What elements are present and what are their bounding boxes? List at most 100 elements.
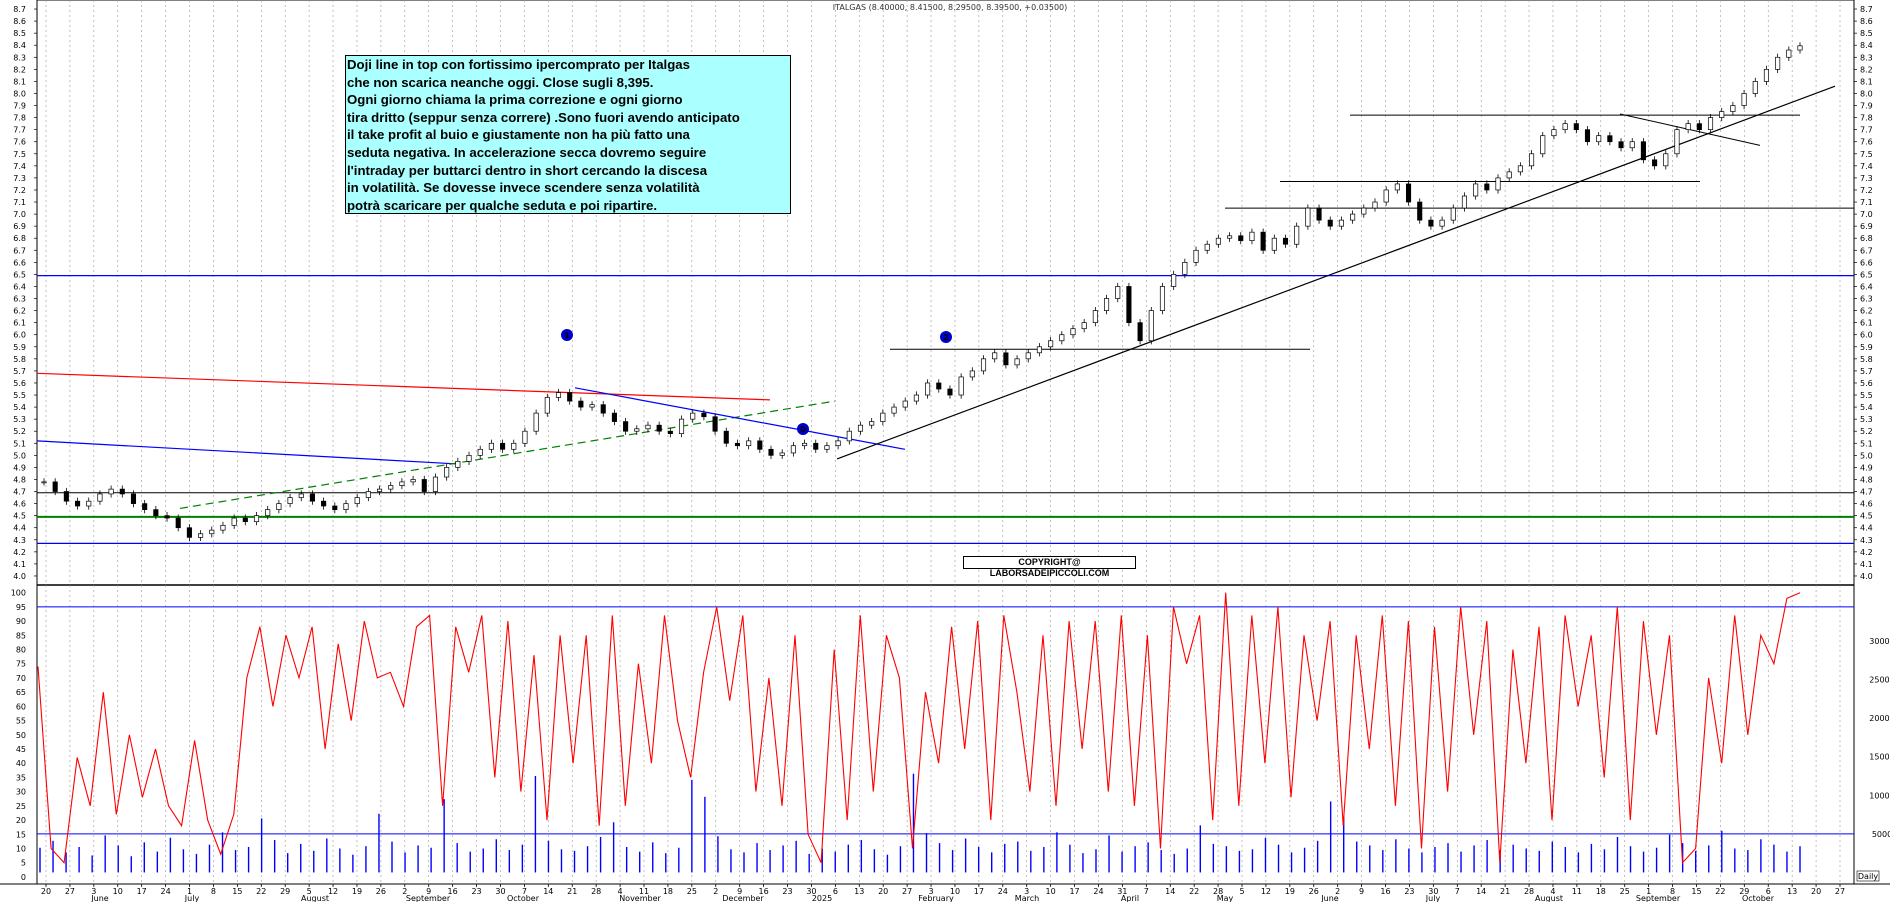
oscillator-tick-label: 100 bbox=[11, 589, 26, 598]
candle-body bbox=[444, 467, 450, 478]
candle-body bbox=[1405, 183, 1412, 203]
x-day-tick-label: 27 bbox=[1835, 887, 1845, 896]
x-day-tick-label: 23 bbox=[1404, 887, 1414, 896]
candle-body bbox=[1394, 183, 1400, 191]
price-tick-right: 5.6 bbox=[1860, 379, 1873, 388]
volume-tick-label: 25000 bbox=[1869, 676, 1890, 685]
candle-body bbox=[287, 497, 293, 504]
volume-tick-label: 20000 bbox=[1869, 714, 1890, 723]
price-tick-right: 8.2 bbox=[1860, 65, 1873, 74]
x-day-tick-label: 24 bbox=[998, 887, 1008, 896]
x-month-label: June bbox=[1320, 894, 1339, 902]
price-tick-left: 5.0 bbox=[13, 451, 26, 460]
x-month-label: February bbox=[918, 894, 954, 902]
x-day-tick-label: 2 bbox=[1335, 887, 1340, 896]
price-tick-left: 8.6 bbox=[13, 17, 26, 26]
candle-body bbox=[992, 352, 998, 360]
candle-body bbox=[343, 503, 349, 510]
price-tick-left: 5.6 bbox=[13, 379, 26, 388]
oscillator-tick-label: 60 bbox=[16, 702, 26, 711]
candle-body bbox=[466, 454, 472, 462]
price-tick-left: 7.6 bbox=[13, 138, 26, 147]
oscillator-tick-label: 70 bbox=[16, 674, 26, 683]
candle-body bbox=[119, 488, 125, 495]
candle-body bbox=[656, 424, 662, 432]
x-day-tick-label: 17 bbox=[137, 887, 147, 896]
x-month-label: September bbox=[1636, 894, 1681, 902]
oscillator-tick-label: 85 bbox=[16, 631, 26, 640]
candle-body bbox=[1696, 123, 1702, 131]
candle-body bbox=[1607, 135, 1613, 143]
candle-body bbox=[1551, 129, 1557, 137]
candle-body bbox=[421, 479, 427, 492]
x-day-tick-label: 22 bbox=[1715, 887, 1725, 896]
price-tick-left: 4.4 bbox=[13, 524, 26, 533]
x-day-tick-label: 9 bbox=[426, 887, 431, 896]
oscillator-tick-label: 75 bbox=[16, 660, 26, 669]
candle-body bbox=[1763, 68, 1769, 82]
x-month-label: July bbox=[1425, 894, 1441, 902]
x-day-tick-label: 17 bbox=[974, 887, 984, 896]
chart-title: ITALGAS (8.40000, 8.41500, 8.29500, 8.39… bbox=[833, 3, 1068, 12]
price-tick-right: 5.5 bbox=[1860, 391, 1873, 400]
price-tick-left: 7.4 bbox=[13, 162, 26, 171]
x-day-tick-label: 14 bbox=[1165, 887, 1175, 896]
x-day-tick-label: 28 bbox=[1524, 887, 1534, 896]
candle-body bbox=[1573, 123, 1579, 131]
x-day-tick-label: 16 bbox=[759, 887, 769, 896]
price-tick-left: 4.1 bbox=[13, 560, 26, 569]
candle-body bbox=[153, 509, 159, 517]
x-day-tick-label: 21 bbox=[1500, 887, 1510, 896]
candle-body bbox=[802, 442, 808, 447]
price-tick-left: 4.2 bbox=[13, 548, 26, 557]
candle-body bbox=[936, 382, 942, 390]
oscillator-tick-label: 10 bbox=[16, 844, 26, 853]
price-tick-left: 7.9 bbox=[13, 102, 26, 111]
x-day-tick-label: 2 bbox=[713, 887, 718, 896]
x-day-tick-label: 3 bbox=[91, 887, 96, 896]
candle-body bbox=[1461, 195, 1468, 209]
candle-body bbox=[1036, 346, 1042, 354]
x-day-tick-label: 24 bbox=[161, 887, 171, 896]
x-day-tick-label: 13 bbox=[1787, 887, 1797, 896]
price-tick-left: 5.9 bbox=[13, 343, 26, 352]
candle-body bbox=[321, 500, 327, 507]
candle-body bbox=[813, 442, 819, 450]
candle-body bbox=[332, 505, 338, 510]
x-day-tick-label: 29 bbox=[1739, 887, 1749, 896]
price-tick-right: 8.4 bbox=[1860, 41, 1873, 50]
x-day-tick-label: 28 bbox=[1213, 887, 1223, 896]
candle-body bbox=[1081, 322, 1087, 330]
candle-body bbox=[186, 527, 192, 538]
candle-body bbox=[1719, 111, 1725, 118]
price-tick-left: 6.0 bbox=[13, 331, 26, 340]
oscillator-tick-label: 20 bbox=[16, 816, 26, 825]
price-tick-left: 6.2 bbox=[13, 307, 26, 316]
x-day-tick-label: 30 bbox=[806, 887, 816, 896]
candle-body bbox=[1204, 243, 1210, 251]
price-tick-right: 5.3 bbox=[1860, 415, 1873, 424]
candle-body bbox=[231, 517, 237, 526]
x-month-label: November bbox=[619, 894, 661, 902]
candle-body bbox=[388, 485, 394, 490]
price-tick-left: 8.5 bbox=[13, 29, 26, 38]
price-tick-left: 4.3 bbox=[13, 536, 26, 545]
candle-body bbox=[1372, 201, 1378, 209]
candle-body bbox=[97, 493, 103, 502]
price-tick-right: 5.0 bbox=[1860, 451, 1873, 460]
blue-short-trendline bbox=[574, 387, 906, 450]
candle-body bbox=[41, 481, 47, 484]
price-tick-right: 8.1 bbox=[1860, 77, 1873, 86]
price-tick-left: 8.3 bbox=[13, 53, 26, 62]
annotation-line: potrà scaricare per qualche seduta e poi… bbox=[347, 197, 658, 213]
x-month-label: December bbox=[722, 894, 764, 902]
candle-body bbox=[667, 430, 673, 434]
candle-body bbox=[142, 503, 148, 510]
timeframe-box bbox=[1856, 870, 1880, 882]
price-tick-right: 6.1 bbox=[1860, 319, 1873, 328]
price-tick-left: 8.1 bbox=[13, 77, 26, 86]
x-day-tick-label: 2 bbox=[402, 887, 407, 896]
price-tick-left: 6.5 bbox=[13, 270, 26, 279]
x-day-tick-label: 5 bbox=[307, 887, 312, 896]
price-tick-right: 7.2 bbox=[1860, 186, 1873, 195]
